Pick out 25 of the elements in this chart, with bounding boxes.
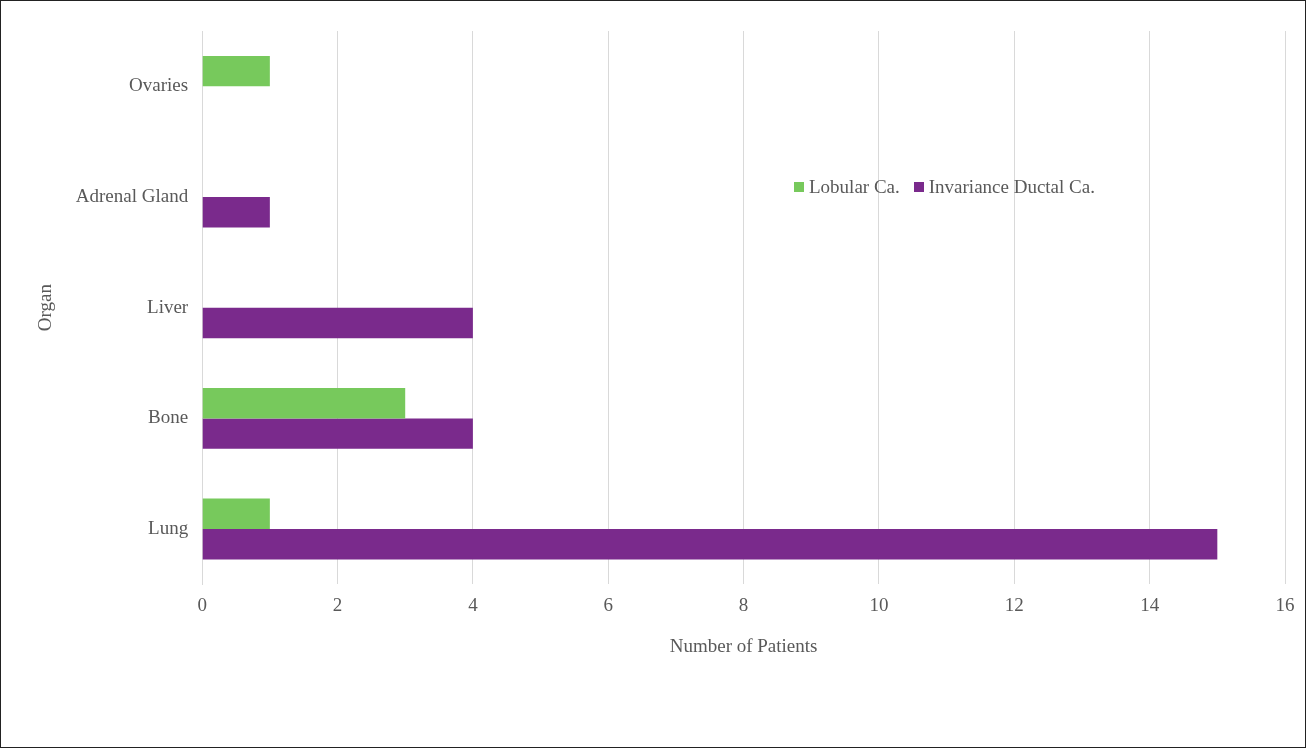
x-tick-label: 12: [1004, 593, 1024, 615]
bar: [202, 55, 270, 87]
legend-label: Invariance Ductal Ca.: [928, 176, 1095, 198]
x-axis-title: Number of Patients: [669, 634, 818, 656]
bar: [202, 418, 473, 449]
x-tick-label: 8: [738, 593, 749, 615]
x-tick-label: 10: [869, 593, 889, 615]
bar: [202, 498, 270, 530]
bar: [202, 387, 406, 419]
legend-label: Lobular Ca.: [809, 176, 900, 198]
x-tick-label: 2: [332, 593, 343, 615]
bar: [202, 307, 473, 339]
y-tick-label: Lung: [148, 517, 189, 539]
y-tick-label: Adrenal Gland: [75, 185, 189, 206]
x-tick-label: 6: [603, 593, 613, 615]
x-tick-label: 16: [1275, 593, 1295, 615]
y-tick-label: Liver: [147, 295, 189, 317]
x-tick-label: 4: [468, 593, 479, 615]
y-axis-title: Organ: [34, 283, 56, 332]
x-tick-label: 0: [197, 593, 207, 615]
y-tick-label: Ovaries: [129, 74, 189, 96]
x-tick-label: 14: [1140, 593, 1160, 615]
y-tick-label: Bone: [148, 406, 189, 428]
bar: [202, 197, 270, 228]
bar: [202, 529, 1218, 560]
